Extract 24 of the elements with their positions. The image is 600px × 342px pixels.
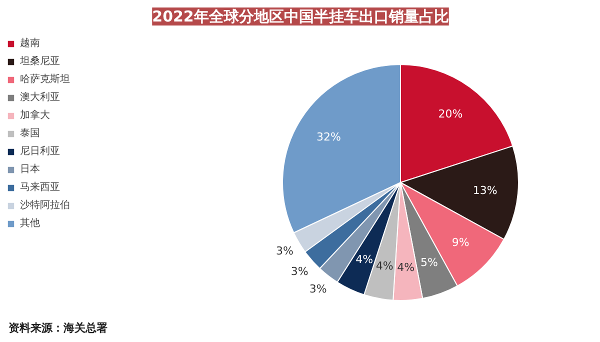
data-label: 13% xyxy=(472,184,498,197)
data-label: 32% xyxy=(316,130,341,144)
text: 资料来源：海关总署 xyxy=(8,322,108,334)
chart-title: 2022年全球分地区中国半挂车出口销量占比 xyxy=(152,8,449,26)
legend-label: 其他 xyxy=(20,216,40,230)
data-label: 9% xyxy=(452,236,470,250)
data-label: 5% xyxy=(420,256,438,269)
data-label: 4% xyxy=(376,259,394,272)
data-label: 4% xyxy=(356,252,374,266)
data-label: 3% xyxy=(290,264,308,278)
legend-label: 沙特阿拉伯 xyxy=(20,198,70,212)
legend-label: 泰国 xyxy=(20,127,40,140)
legend-label: 加拿大 xyxy=(20,108,50,122)
legend-label: 马来西亚 xyxy=(20,180,60,194)
legend-label: 尼日利亚 xyxy=(20,144,60,158)
legend-label: 日本 xyxy=(20,162,40,176)
data-label: 3% xyxy=(276,244,294,258)
data-label: 20% xyxy=(438,107,463,120)
legend-label: 坦桑尼亚 xyxy=(20,55,60,68)
legend-label: 越南 xyxy=(20,36,40,50)
legend-label: 哈萨克斯坦 xyxy=(20,72,70,86)
legend-label: 澳大利亚 xyxy=(20,90,60,104)
data-label: 3% xyxy=(309,282,327,296)
data-label: 4% xyxy=(397,260,415,274)
